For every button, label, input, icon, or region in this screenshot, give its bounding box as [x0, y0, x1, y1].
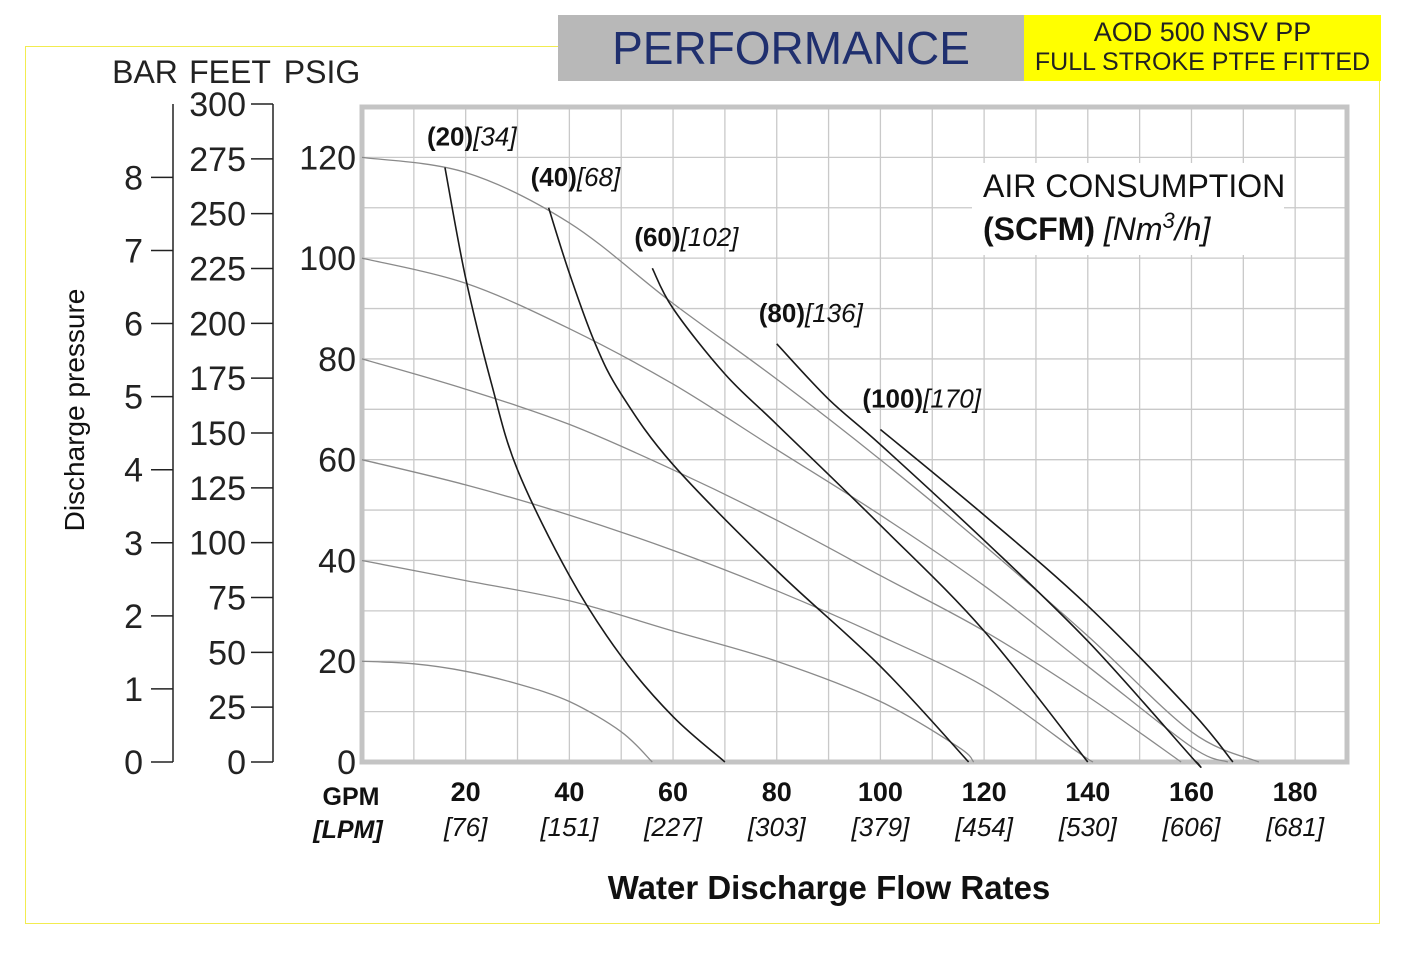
x-tick-label-lpm: [227] [643, 812, 703, 842]
air-consumption-curve [651, 267, 1089, 763]
feet-tick-label: 175 [189, 360, 246, 398]
psig-tick-label: 100 [299, 240, 356, 278]
psig-tick-label: 120 [299, 139, 356, 177]
grid [359, 104, 1350, 765]
air-curve-label: (80)[136] [759, 298, 864, 328]
air-curve-label-nm3h: [34] [472, 121, 517, 151]
model-box: AOD 500 NSV PP FULL STROKE PTFE FITTED [1024, 15, 1381, 81]
x-tick-label-lpm: [530] [1058, 812, 1118, 842]
x-tick-label-lpm: [681] [1265, 812, 1325, 842]
x-tick-label-lpm: [76] [443, 812, 488, 842]
psig-tick-label: 20 [318, 643, 356, 681]
bar-tick-label: 8 [124, 159, 143, 197]
air-curve-label: (20)[34] [427, 121, 517, 151]
air-consumption-curve [444, 167, 726, 763]
air-consumption-curve [776, 343, 1202, 769]
pressure-curves [361, 156, 1260, 763]
plot-border [359, 104, 1350, 765]
bar-tick-label: 1 [124, 671, 143, 709]
feet-tick-label: 100 [189, 525, 246, 563]
pressure-curve [361, 660, 653, 763]
feet-tick-label: 50 [208, 634, 246, 672]
feet-tick-label: 0 [227, 744, 246, 782]
air-curve-label-scfm: (80) [759, 298, 805, 328]
air-consumption-curve [547, 207, 970, 763]
bar-tick-label: 3 [124, 525, 143, 563]
air-curve-label-nm3h: [102] [680, 222, 740, 252]
bar-axis-header: BAR [112, 54, 178, 90]
feet-tick-label: 150 [189, 415, 246, 453]
x-tick-label-lpm: [606] [1162, 812, 1222, 842]
air-curve-label-nm3h: [68] [576, 162, 621, 192]
x-tick-label-gpm: 180 [1273, 777, 1318, 807]
air-curve-label-scfm: (100) [862, 383, 923, 413]
psig-axis-header: PSIG [284, 54, 360, 90]
x-tick-label-gpm: 100 [858, 777, 903, 807]
air-curve-label: (60)[102] [634, 222, 739, 252]
x-tick-label-lpm: [454] [954, 812, 1014, 842]
air-curve-label-scfm: (40) [531, 162, 577, 192]
page-title: PERFORMANCE [612, 22, 970, 74]
pressure-curve [361, 559, 975, 763]
x-tick-label-gpm: 140 [1065, 777, 1110, 807]
x-tick-label-gpm: 80 [762, 777, 792, 807]
legend-units-scfm: (SCFM) [983, 211, 1104, 247]
feet-tick-label: 25 [208, 689, 246, 727]
performance-banner: PERFORMANCE [558, 15, 1024, 81]
air-curve-label: (100)[170] [862, 383, 981, 413]
legend-units: (SCFM) [Nm3/h] [983, 208, 1211, 247]
psig-tick-label: 80 [318, 341, 356, 379]
pressure-curve [361, 257, 1229, 763]
x-tick-label-lpm: [303] [747, 812, 807, 842]
air-curve-label-nm3h: [136] [804, 298, 864, 328]
air-curve-label-scfm: (20) [427, 121, 473, 151]
labels: (20)[34](40)[68](60)[102](80)[136](100)[… [427, 121, 1285, 413]
x-tick-label-gpm: 60 [658, 777, 688, 807]
legend-title: AIR CONSUMPTION [983, 168, 1285, 204]
model-variant: FULL STROKE PTFE FITTED [1034, 48, 1371, 76]
feet-tick-label: 275 [189, 141, 246, 179]
x-tick-label-lpm: [379] [851, 812, 911, 842]
x-tick-label-gpm: 160 [1169, 777, 1214, 807]
feet-tick-label: 225 [189, 251, 246, 289]
axes: 0204060801001200255075100125150175200225… [59, 54, 1325, 906]
psig-tick-label: 0 [337, 744, 356, 782]
feet-tick-label: 200 [189, 305, 246, 343]
legend-backdrop [972, 163, 1284, 255]
feet-axis-header: FEET [189, 54, 271, 90]
bar-tick-label: 5 [124, 379, 143, 417]
x-tick-label-gpm: 40 [554, 777, 584, 807]
feet-tick-label: 250 [189, 196, 246, 234]
feet-tick-label: 125 [189, 470, 246, 508]
x-tick-label-gpm: 120 [962, 777, 1007, 807]
x-axis-title: Water Discharge Flow Rates [608, 869, 1051, 906]
legend-units-rest: /h] [1173, 211, 1212, 247]
legend-units-sup: 3 [1163, 208, 1176, 233]
y-axis-title: Discharge pressure [59, 289, 90, 532]
x-tick-label-gpm: 20 [451, 777, 481, 807]
air-curve-label: (40)[68] [531, 162, 621, 192]
air-curves [444, 167, 1234, 769]
bar-tick-label: 6 [124, 306, 143, 344]
bar-tick-label: 2 [124, 598, 143, 636]
model-name: AOD 500 NSV PP [1093, 17, 1312, 47]
x-unit-lpm: [LPM] [312, 816, 384, 844]
pressure-curve [361, 156, 1260, 763]
legend-units-nm3h: [Nm [1103, 211, 1163, 247]
x-unit-gpm: GPM [323, 783, 380, 811]
air-curve-label-nm3h: [170] [922, 383, 982, 413]
air-consumption-curve [879, 428, 1234, 763]
psig-tick-label: 60 [318, 442, 356, 480]
bar-tick-label: 0 [124, 744, 143, 782]
feet-tick-label: 75 [208, 580, 246, 618]
pressure-curve [361, 459, 1094, 763]
air-curve-label-scfm: (60) [634, 222, 680, 252]
bar-tick-label: 4 [124, 452, 143, 490]
bar-tick-label: 7 [124, 232, 143, 270]
psig-tick-label: 40 [318, 542, 356, 580]
feet-tick-label: 300 [189, 86, 246, 124]
x-tick-label-lpm: [151] [539, 812, 599, 842]
pressure-curve [361, 358, 1182, 763]
